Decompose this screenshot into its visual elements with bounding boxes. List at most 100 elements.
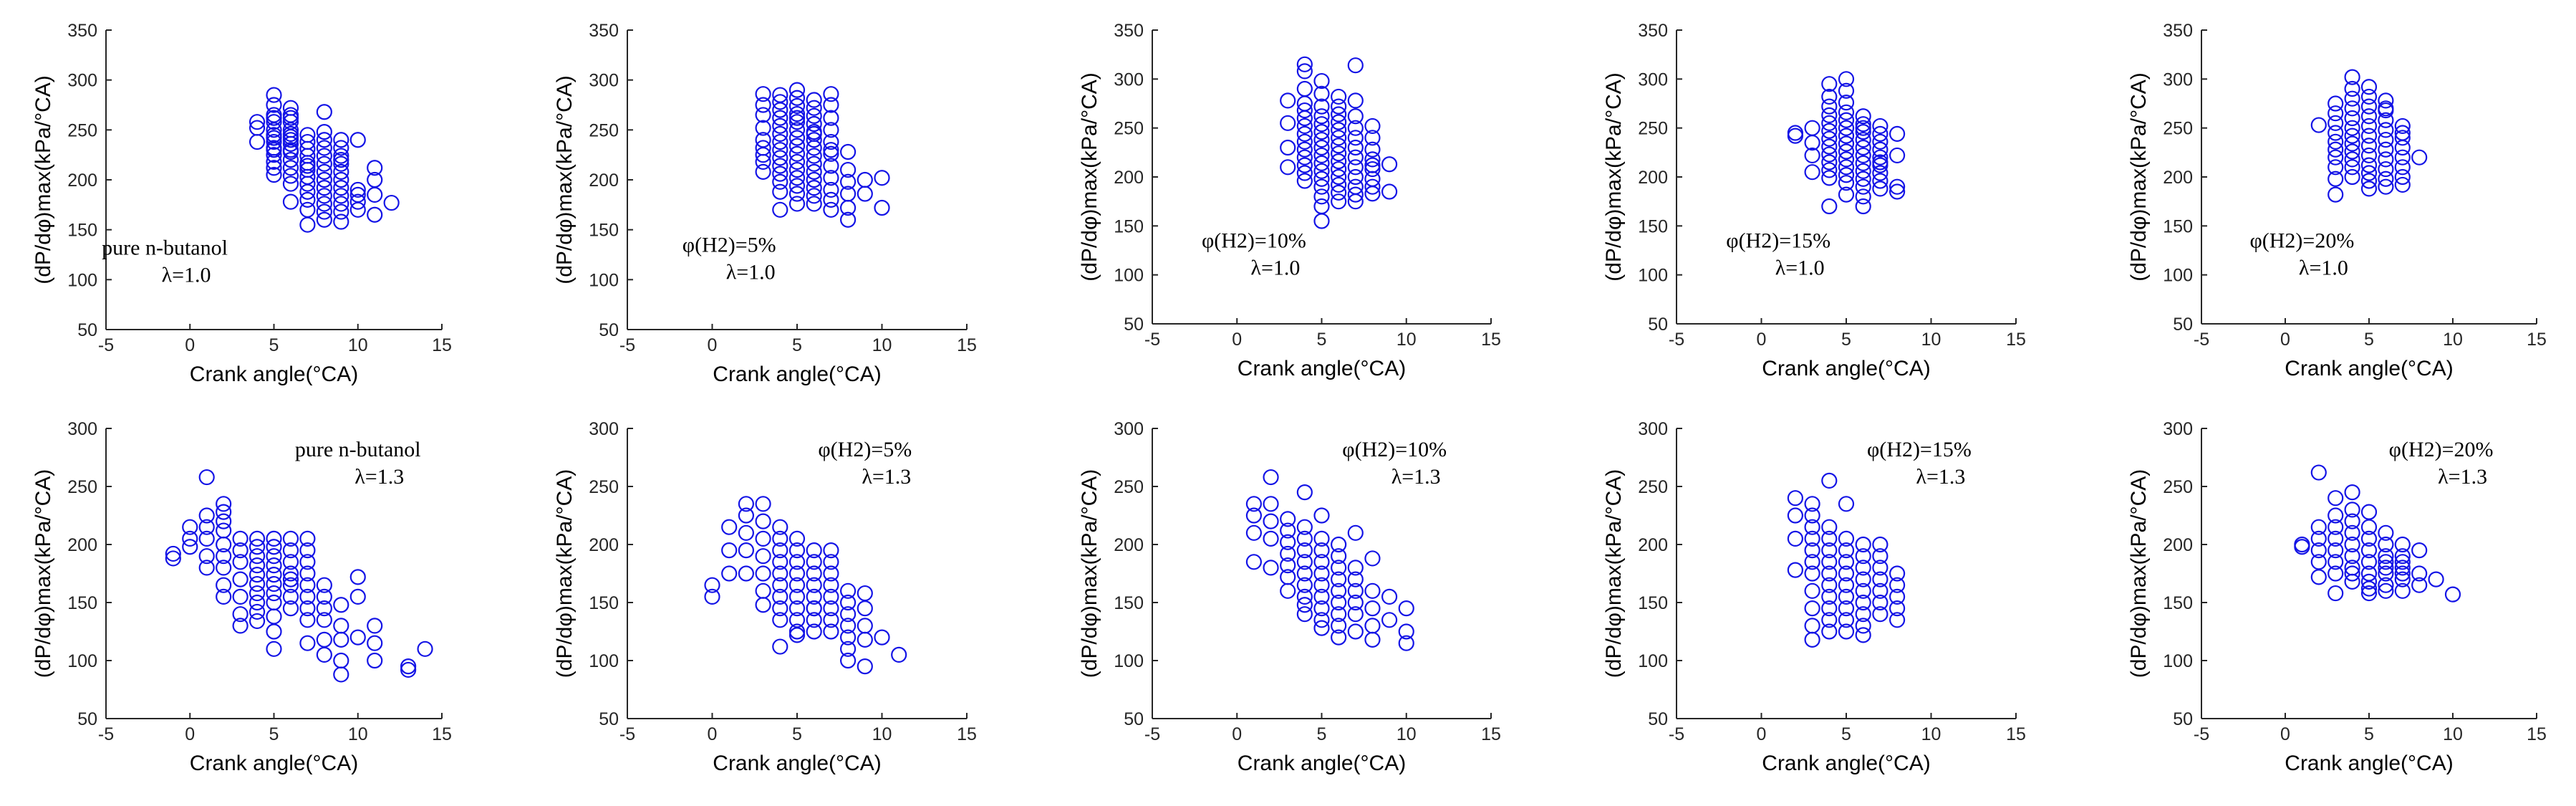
data-point (1381, 612, 1398, 628)
data-point (755, 530, 771, 547)
x-tick-label: 10 (1396, 330, 1417, 350)
data-point (1313, 155, 1330, 171)
data-point (806, 171, 822, 188)
data-point (2378, 536, 2394, 553)
data-point (1313, 620, 1330, 636)
data-point (721, 542, 738, 559)
data-point (788, 170, 806, 186)
data-point (349, 629, 366, 646)
data-point (1872, 571, 1888, 587)
data-point (1804, 565, 1820, 582)
data-point (2344, 69, 2360, 85)
y-tick-label: 300 (2163, 419, 2193, 439)
x-tick-label: 15 (957, 335, 977, 355)
data-point (400, 661, 417, 678)
data-point (1313, 588, 1330, 605)
data-point (1347, 623, 1364, 640)
data-point (2344, 548, 2360, 565)
data-point (1364, 618, 1381, 634)
data-point (1296, 554, 1313, 570)
data-point (1296, 102, 1313, 119)
data-point (282, 142, 299, 158)
data-point (1838, 159, 1855, 176)
data-point (299, 600, 316, 617)
data-point (1364, 117, 1381, 135)
data-point (1296, 597, 1313, 613)
data-point (839, 211, 857, 228)
data-point (282, 132, 299, 148)
data-point (1838, 135, 1855, 152)
data-point (198, 469, 215, 486)
y-tick-label: 150 (589, 593, 619, 613)
data-point (2327, 149, 2344, 165)
data-point (1364, 178, 1381, 195)
data-point (772, 201, 788, 218)
data-point (266, 160, 282, 176)
data-point (316, 588, 332, 605)
data-point (806, 600, 822, 617)
data-point (333, 597, 349, 613)
chart-panel-4: -5 0 5 10 15 50 100 150 200 250 300 350 Crank angle(… (1602, 21, 2026, 380)
y-tick-label: 300 (1638, 419, 1668, 439)
x-tick-label: 15 (2006, 330, 2026, 350)
data-point (282, 530, 299, 547)
data-point (806, 180, 822, 196)
data-point (1872, 606, 1888, 623)
data-point (1331, 193, 1347, 210)
data-point (1821, 519, 1838, 535)
data-point (2310, 530, 2327, 547)
data-point (282, 600, 299, 617)
scatter-series (1787, 71, 1906, 215)
data-point (823, 201, 839, 218)
data-point (839, 173, 857, 190)
data-point (1838, 186, 1855, 203)
data-point (367, 206, 383, 223)
data-point (2360, 165, 2378, 181)
data-point (755, 513, 771, 529)
data-point (1821, 600, 1838, 617)
data-point (823, 565, 839, 582)
scatter-series (2294, 464, 2461, 603)
data-point (266, 153, 282, 171)
annotation-condition: pure n-butanol (295, 438, 421, 461)
x-tick-label: 5 (2364, 330, 2374, 350)
x-tick-label: 5 (792, 724, 802, 744)
data-point (1398, 635, 1414, 651)
y-tick-label: 150 (67, 221, 97, 241)
data-point (249, 557, 266, 574)
data-point (249, 585, 266, 602)
data-point (788, 554, 806, 570)
data-point (216, 548, 232, 565)
data-point (1331, 153, 1347, 170)
data-point (2394, 582, 2411, 599)
data-point (1313, 612, 1330, 628)
data-point (299, 577, 316, 593)
data-point (266, 110, 282, 126)
y-tick-label: 300 (589, 71, 619, 91)
y-tick-label: 150 (1114, 216, 1144, 236)
data-point (249, 575, 266, 592)
data-point (1280, 534, 1296, 550)
data-point (2310, 542, 2327, 559)
data-point (299, 176, 316, 192)
data-point (299, 588, 316, 605)
y-axis-label: (dP/dφ)max(kPa/°CA) (1602, 72, 1626, 282)
data-point (755, 147, 771, 163)
data-point (857, 585, 873, 602)
data-point (1296, 63, 1313, 80)
x-tick-label: -5 (1669, 330, 1684, 350)
data-point (367, 652, 383, 669)
annotation-condition: φ(H2)=20% (2389, 438, 2494, 461)
y-tick-label: 200 (1114, 168, 1144, 188)
data-point (788, 145, 806, 162)
scatter-series (165, 469, 433, 683)
data-point (874, 170, 890, 186)
y-tick-label: 250 (589, 477, 619, 497)
data-point (1331, 106, 1347, 123)
data-point (249, 114, 266, 130)
y-tick-label: 100 (67, 270, 97, 290)
data-point (1296, 577, 1313, 593)
data-point (1296, 157, 1313, 173)
x-tick-label: 5 (1841, 330, 1851, 350)
data-point (2310, 464, 2327, 481)
